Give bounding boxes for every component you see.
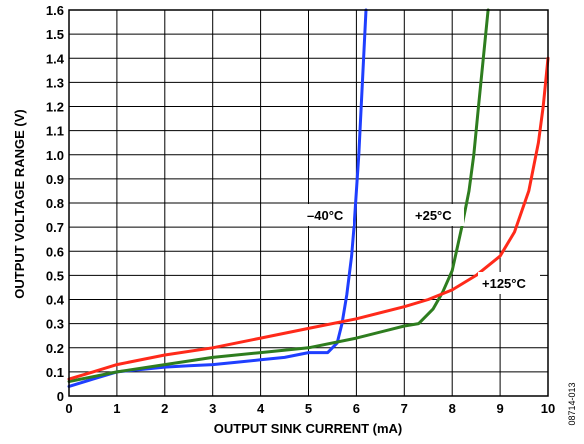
y-tick-label: 1.5 [46,27,64,42]
x-tick-label: 2 [161,401,168,416]
figure-code: 08714-013 [567,382,577,425]
y-tick-label: 0 [57,389,64,404]
y-tick-label: 0.4 [46,293,65,308]
plot-frame [68,9,549,397]
series-label-plus125: +125°C [478,272,540,294]
series-label-plus25: +25°C [411,204,464,226]
x-axis-title: OUTPUT SINK CURRENT (mA) [214,421,403,436]
label-minus40-text: –40°C [307,208,344,223]
y-tick-labels: 0 0.1 0.2 0.3 0.4 0.5 0.6 0.7 0.8 0.9 1.0 1.1 1.2 1.3… [46,3,65,404]
x-tick-label: 0 [65,401,72,416]
series-lines [67,8,550,388]
grid-lines [68,9,549,397]
label-plus25-text: +25°C [415,208,452,223]
series-label-minus40: –40°C [303,204,353,226]
x-tick-label: 1 [113,401,120,416]
y-tick-label: 1.6 [46,3,64,18]
y-tick-label: 0.7 [46,220,64,235]
y-tick-label: 1.1 [46,124,64,139]
x-tick-label: 10 [541,401,555,416]
y-tick-label: 1.4 [46,51,65,66]
y-tick-label: 0.8 [46,196,64,211]
y-tick-label: 0.2 [46,341,64,356]
x-tick-label: 7 [401,401,408,416]
x-tick-labels: 0 1 2 3 4 5 6 7 8 9 10 [65,401,555,416]
series-line-2 [67,56,550,381]
series-line-1 [67,8,490,383]
y-tick-label: 1.2 [46,100,64,115]
y-axis-title: OUTPUT VOLTAGE RANGE (V) [12,109,27,298]
x-tick-label: 4 [257,401,265,416]
x-tick-label: 6 [353,401,360,416]
x-tick-label: 3 [209,401,216,416]
y-tick-label: 0.6 [46,244,64,259]
series-line-0 [67,8,368,388]
label-plus125-text: +125°C [482,276,526,291]
y-tick-label: 1.0 [46,148,64,163]
y-tick-label: 1.3 [46,75,64,90]
y-tick-label: 0.9 [46,172,64,187]
x-tick-label: 5 [305,401,312,416]
y-tick-label: 0.1 [46,365,64,380]
x-tick-label: 8 [449,401,456,416]
y-tick-label: 0.3 [46,317,64,332]
y-tick-label: 0.5 [46,268,64,283]
x-tick-label: 9 [496,401,503,416]
